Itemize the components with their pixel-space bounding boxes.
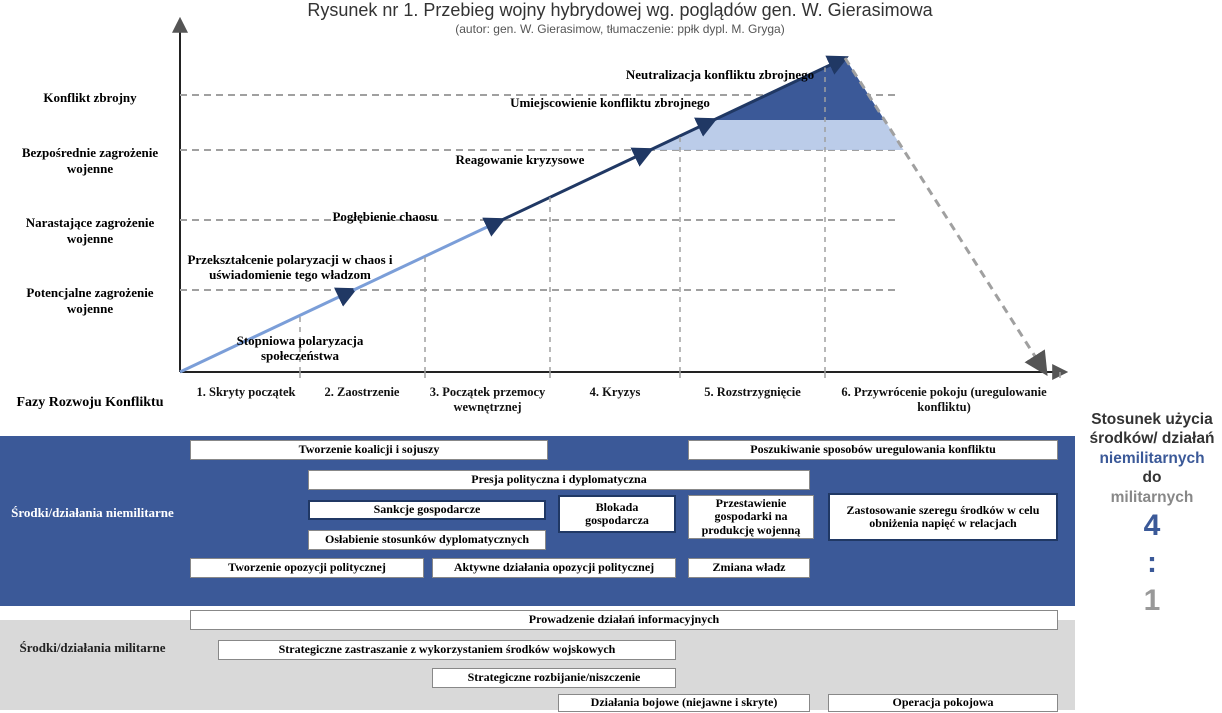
nonmilitary-action: Przestawienie gospodarki na produkcję wo… (688, 495, 814, 539)
line-annotation: Reagowanie kryzysowe (420, 153, 620, 168)
nonmilitary-action: Osłabienie stosunków dyplomatycznych (308, 530, 546, 550)
line-annotation: Pogłębienie chaosu (295, 210, 475, 225)
nonmilitary-action: Zastosowanie szeregu środków w celu obni… (828, 493, 1058, 541)
phase-label: 5. Rozstrzygnięcie (685, 385, 820, 400)
line-annotation: Stopniowa polaryzacja społeczeństwa (200, 334, 400, 364)
nonmilitary-action: Tworzenie koalicji i sojuszy (190, 440, 548, 460)
nonmilitary-action: Presja polityczna i dyplomatyczna (308, 470, 810, 490)
sidebar-num-4: 4 (1144, 509, 1161, 542)
sidebar-colon: : (1147, 546, 1157, 579)
sidebar-num-1: 1 (1144, 584, 1161, 617)
phase-label: 3. Początek przemocy wewnętrznej (425, 385, 550, 415)
military-action: Strategiczne zastraszanie z wykorzystani… (218, 640, 676, 660)
sidebar-nonmilitary: niemilitarnych (1099, 450, 1204, 467)
y-axis-label: Narastające zagrożenie wojenne (5, 215, 175, 247)
y-axis-label: Konflikt zbrojny (5, 90, 175, 106)
line-annotation: Przekształcenie polaryzacji w chaos i uś… (175, 253, 405, 283)
line-annotation: Umiejscowienie konfliktu zbrojnego (460, 96, 760, 111)
sidebar-do: do (1143, 469, 1162, 486)
nonmilitary-action: Tworzenie opozycji politycznej (190, 558, 424, 578)
x-axis-title: Fazy Rozwoju Konfliktu (10, 395, 170, 411)
y-axis-label: Bezpośrednie zagrożenie wojenne (5, 145, 175, 177)
information-action: Prowadzenie działań informacyjnych (190, 610, 1058, 630)
phase-label: 1. Skryty początek (192, 385, 300, 400)
nonmilitary-action: Sankcje gospodarcze (308, 500, 546, 520)
ratio-sidebar: Stosunek użycia środków/ działań niemili… (1082, 410, 1222, 619)
band-nonmilitary-label: Środki/działania niemilitarne (5, 505, 180, 521)
nonmilitary-action: Aktywne działania opozycji politycznej (432, 558, 676, 578)
military-action: Strategiczne rozbijanie/niszczenie (432, 668, 676, 688)
y-axis-label: Potencjalne zagrożenie wojenne (5, 285, 175, 317)
nonmilitary-action: Blokada gospodarcza (558, 495, 676, 533)
sidebar-military: militarnych (1111, 489, 1194, 506)
phase-label: 2. Zaostrzenie (302, 385, 422, 400)
military-action: Operacja pokojowa (828, 694, 1058, 712)
military-action: Działania bojowe (niejawne i skryte) (558, 694, 810, 712)
nonmilitary-action: Zmiana władz (688, 558, 810, 578)
line-annotation: Neutralizacja konfliktu zbrojnego (570, 68, 870, 83)
sidebar-line1: Stosunek użycia środków/ działań (1090, 411, 1215, 447)
chart-svg (0, 0, 1075, 380)
phase-label: 6. Przywrócenie pokoju (uregulowanie kon… (828, 385, 1060, 415)
nonmilitary-action: Poszukiwanie sposobów uregulowania konfl… (688, 440, 1058, 460)
band-military-label: Środki/działania militarne (5, 640, 180, 656)
phase-label: 4. Kryzys (555, 385, 675, 400)
